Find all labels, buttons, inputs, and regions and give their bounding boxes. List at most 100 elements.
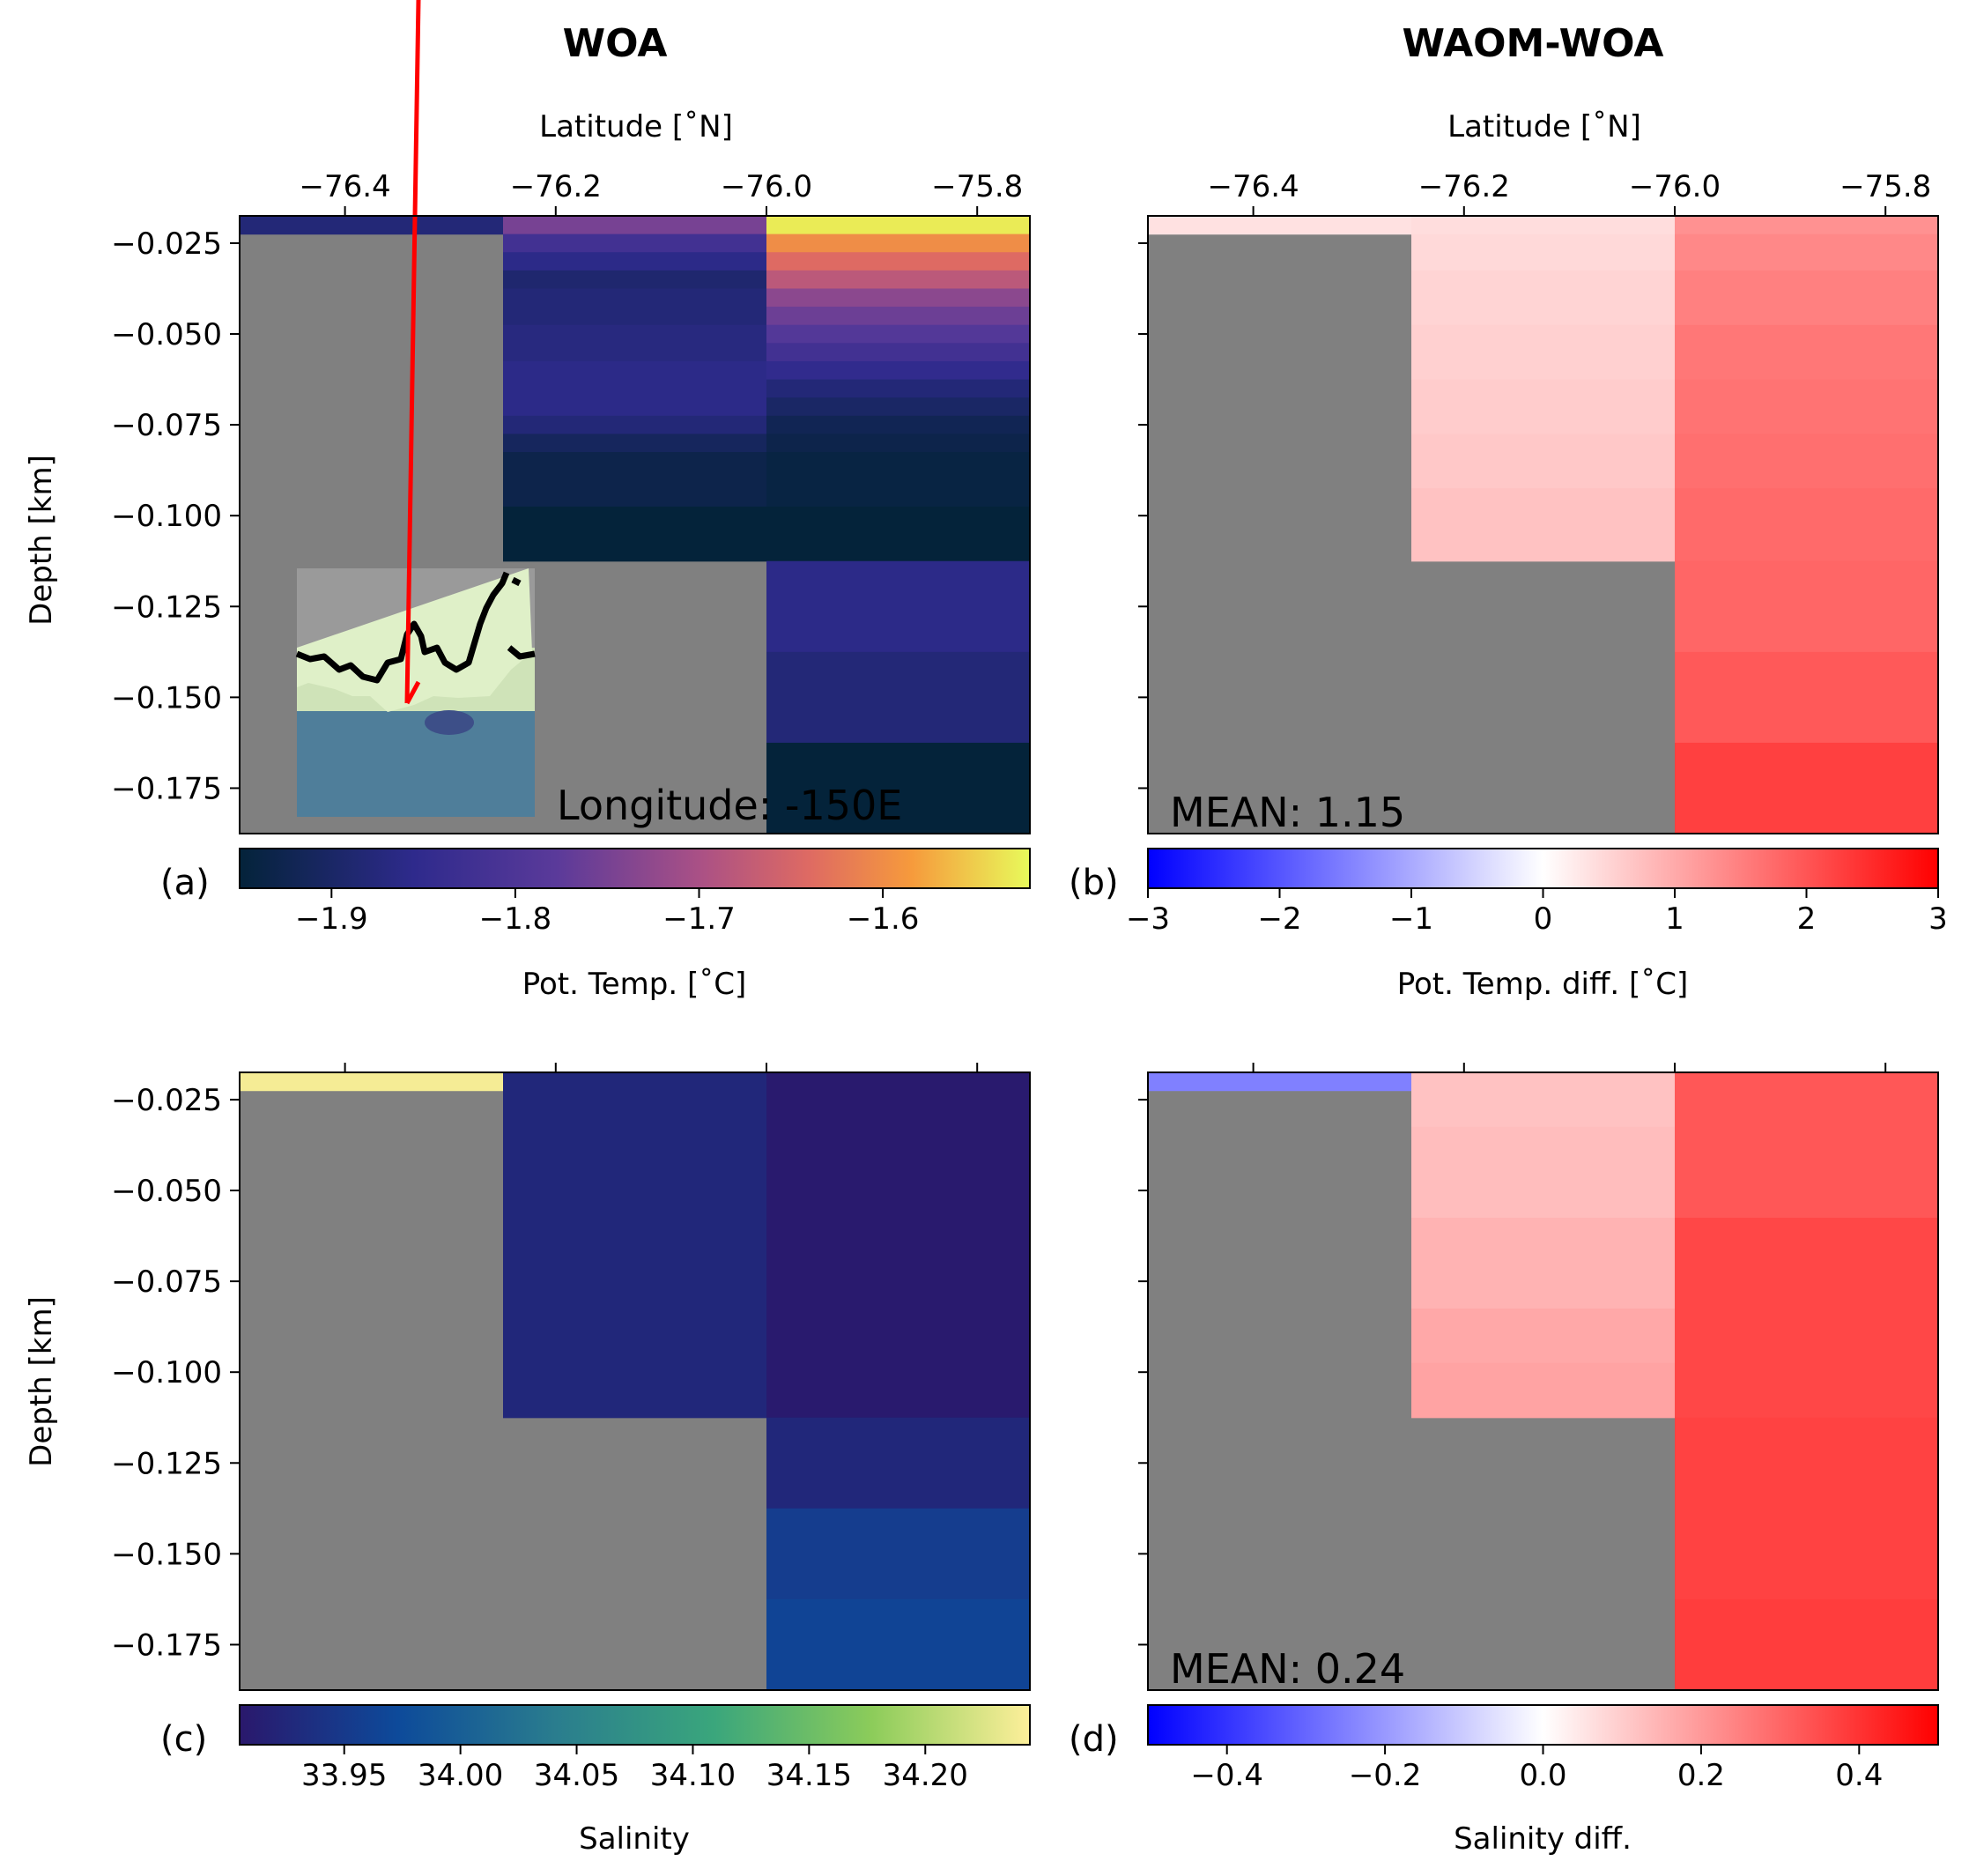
cell-a-col1-layer2 <box>503 252 767 271</box>
colorbar-tick-label: 3 <box>1928 901 1948 937</box>
cell-d-col2-layer2 <box>1675 1417 1939 1600</box>
depth-tick-label: −0.150 <box>111 680 222 716</box>
latitude-ticks-a: −76.4 −76.2 −76.0 −75.8 <box>299 169 1023 216</box>
panel-label-c: (c) <box>160 1719 207 1760</box>
colorbar-tick-label: −3 <box>1126 901 1170 937</box>
colorbar-label-d: Salinity diff. <box>1454 1821 1632 1857</box>
location-map-icon <box>295 571 536 684</box>
cell-a-col2-layer12 <box>766 434 1031 453</box>
cell-a-col2-layer13 <box>766 452 1031 508</box>
depth-tick-label: −0.025 <box>111 1083 222 1118</box>
cell-a-col2-layer11 <box>766 415 1031 435</box>
cell-b-col2-layer1 <box>1675 234 1939 271</box>
cell-c-col2-layer3 <box>766 1598 1031 1691</box>
cell-b-col1-layer3 <box>1411 324 1676 381</box>
colorbar-tick-label: 2 <box>1797 901 1817 937</box>
cell-b-col2-layer9 <box>1675 742 1939 834</box>
colorbar-tick-label: 34.20 <box>883 1758 968 1793</box>
depth-ticks-b <box>1138 241 1148 790</box>
colorbar-tick-label: 34.10 <box>650 1758 736 1793</box>
colorbar-tick-label: 0.2 <box>1677 1758 1725 1793</box>
cell-a-col2-layer0 <box>766 216 1031 235</box>
colorbar-tick-label: −1.6 <box>847 901 920 937</box>
colorbar-tick-label: −1.8 <box>479 901 552 937</box>
cell-d-col1-layer1 <box>1411 1126 1676 1219</box>
annotation-mean-temp: MEAN: 1.15 <box>1170 789 1405 836</box>
heatmap-d <box>1148 1072 1939 1691</box>
depth-tick-label: −0.100 <box>111 499 222 534</box>
colorbar-b: −3 −2 −1 0 1 2 3 (b) Pot. Temp. diff. [˚C] <box>1069 848 1948 1002</box>
cell-c-col2-layer1 <box>766 1417 1031 1509</box>
cell-b-col2-layer7 <box>1675 560 1939 653</box>
cell-b-col2-layer6 <box>1675 488 1939 562</box>
cell-d-col2-layer3 <box>1675 1598 1939 1691</box>
cell-a-col2-layer10 <box>766 397 1031 417</box>
colorbar-label-c: Salinity <box>579 1821 690 1857</box>
cell-c-col1-layer0 <box>503 1072 767 1419</box>
inset-location-map <box>295 0 536 817</box>
cell-d-col2-layer0 <box>1675 1072 1939 1219</box>
cell-b-col1-layer1 <box>1411 234 1676 271</box>
cell-a-col2-layer5 <box>766 307 1031 326</box>
annotation-longitude: Longitude: -150E <box>557 782 902 829</box>
colorbar-label-a: Pot. Temp. [˚C] <box>522 967 747 1002</box>
colorbar-a: −1.9 −1.8 −1.7 −1.6 (a) Pot. Temp. [˚C] <box>160 848 1031 1002</box>
cell-a-col2-layer4 <box>766 288 1031 308</box>
colorbar-tick-label: 34.15 <box>766 1758 852 1793</box>
cell-a-col2-layer9 <box>766 379 1031 398</box>
depth-tick-label: −0.075 <box>111 1264 222 1300</box>
lat-tick-label: −75.8 <box>931 169 1023 204</box>
panel-label-a: (a) <box>160 863 210 903</box>
panel-c: −0.025 −0.050 −0.075 −0.100 −0.125 −0.150 −0.1… <box>111 1063 1031 1691</box>
cell-a-col1-layer5 <box>503 324 767 362</box>
cell-b-col2-layer3 <box>1675 324 1939 381</box>
panel-b: −76.4 −76.2 −76.0 −75.8 MEAN: 1.15 <box>1138 169 1939 836</box>
colorbar-label-b: Pot. Temp. diff. [˚C] <box>1397 967 1689 1002</box>
cell-b-col2-layer2 <box>1675 270 1939 326</box>
latitude-ticks-b: −76.4 −76.2 −76.0 −75.8 <box>1207 169 1931 216</box>
cell-b-col1-layer5 <box>1411 434 1676 489</box>
lat-tick-label: −76.0 <box>1629 169 1721 204</box>
cell-a-col2-layer7 <box>766 343 1031 362</box>
colorbar-tick-label: −0.2 <box>1349 1758 1422 1793</box>
colorbar-d: −0.4 −0.2 0.0 0.2 0.4 (d) Salinity diff. <box>1069 1704 1939 1857</box>
colorbar-tick-label: 0.0 <box>1519 1758 1566 1793</box>
depth-axis-label-top: Depth [km] <box>24 455 59 626</box>
cell-d-col1-layer0 <box>1411 1072 1676 1128</box>
depth-tick-label: −0.125 <box>111 1446 222 1481</box>
depth-tick-label: −0.075 <box>111 408 222 443</box>
colorbar-tick-label: −1.9 <box>295 901 368 937</box>
cell-a-col1-layer8 <box>503 434 767 453</box>
column-title-waom-woa: WAOM-WOA <box>1403 21 1664 66</box>
lat-tick-label: −75.8 <box>1839 169 1931 204</box>
cell-a-col2-layer8 <box>766 360 1031 381</box>
depth-ticks-d <box>1138 1098 1148 1646</box>
cell-b-col1-layer6 <box>1411 488 1676 562</box>
cell-a-col1-layer6 <box>503 360 767 417</box>
depth-tick-label: −0.125 <box>111 589 222 625</box>
lat-tick-label: −76.4 <box>1207 169 1299 204</box>
heatmap-b <box>1148 216 1939 834</box>
cell-a-col1-layer3 <box>503 270 767 290</box>
depth-tick-label: −0.150 <box>111 1537 222 1572</box>
cell-b-col1-layer2 <box>1411 270 1676 326</box>
panel-label-b: (b) <box>1069 863 1119 903</box>
cell-d-col1-layer4 <box>1411 1362 1676 1419</box>
cell-a-col1-layer4 <box>503 288 767 326</box>
heatmap-c <box>240 1072 1031 1691</box>
cell-a-col1-layer7 <box>503 415 767 435</box>
cell-a-col2-layer6 <box>766 324 1031 344</box>
colorbar-tick-label: −1 <box>1389 901 1433 937</box>
cell-a-col2-layer1 <box>766 234 1031 253</box>
lat-tick-label: −76.2 <box>510 169 602 204</box>
cell-b-col0-layer0 <box>1148 216 1412 235</box>
latitude-ticks-c <box>344 1063 979 1072</box>
cell-b-col2-layer0 <box>1675 216 1939 235</box>
cell-a-col1-layer9 <box>503 452 767 508</box>
cell-b-col1-layer0 <box>1411 216 1676 235</box>
annotation-mean-salinity: MEAN: 0.24 <box>1170 1645 1405 1693</box>
cell-a-col2-layer16 <box>766 651 1031 744</box>
cell-a-col2-layer17 <box>766 742 1031 834</box>
cell-a-col2-layer2 <box>766 252 1031 271</box>
